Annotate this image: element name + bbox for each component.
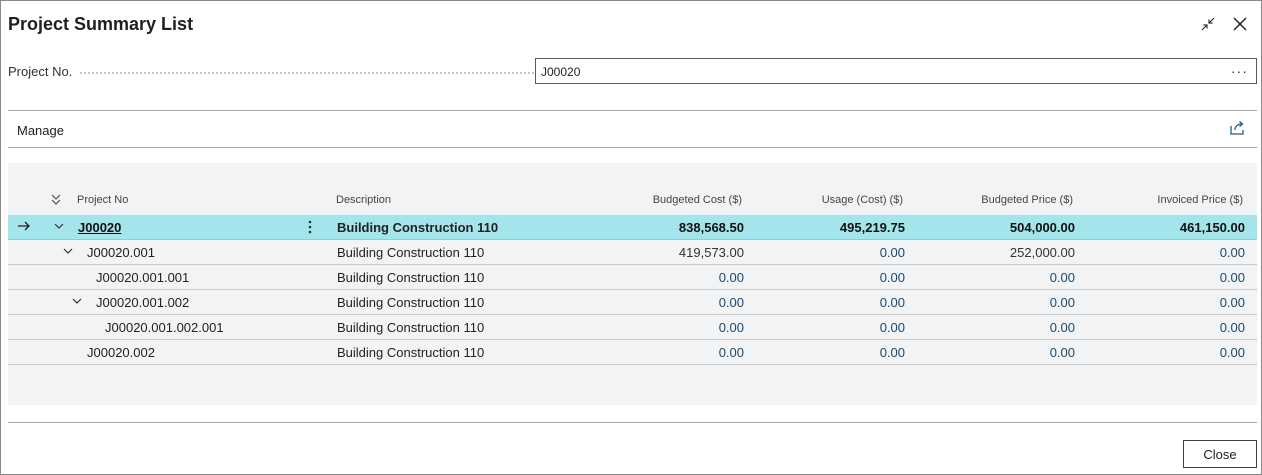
table-row[interactable]: J00020.002 Building Construction 110 0.0…	[8, 340, 1257, 365]
header-usage-cost[interactable]: Usage (Cost) ($)	[821, 194, 903, 206]
header-project-no[interactable]: Project No	[77, 194, 129, 206]
header-invoiced-price[interactable]: Invoiced Price ($)	[1157, 194, 1243, 206]
budgeted-cost-cell[interactable]: 0.00	[718, 320, 744, 335]
more-vertical-icon[interactable]	[307, 219, 313, 238]
usage-cost-cell[interactable]: 495,219.75	[839, 220, 905, 235]
header-description[interactable]: Description	[336, 194, 392, 206]
usage-cost-cell[interactable]: 0.00	[879, 245, 905, 260]
project-no-cell[interactable]: J00020.001	[87, 245, 155, 260]
project-no-cell[interactable]: J00020.001.001	[96, 270, 190, 285]
description-cell: Building Construction 110	[337, 245, 485, 260]
page-title: Project Summary List	[8, 14, 194, 34]
description-cell: Building Construction 110	[337, 345, 485, 360]
usage-cost-cell[interactable]: 0.00	[879, 320, 905, 335]
header-budgeted-price[interactable]: Budgeted Price ($)	[981, 194, 1073, 206]
project-no-cell[interactable]: J00020	[78, 220, 122, 235]
grid-header: Project No Description Budgeted Cost ($)…	[8, 189, 1257, 211]
close-button[interactable]: Close	[1183, 440, 1257, 468]
table-row[interactable]: J00020.001.002.001 Building Construction…	[8, 315, 1257, 340]
share-icon[interactable]	[1229, 120, 1247, 141]
project-summary-grid: Project No Description Budgeted Cost ($)…	[8, 163, 1257, 405]
description-cell: Building Construction 110	[337, 220, 499, 235]
table-row[interactable]: J00020.001.002 Building Construction 110…	[8, 290, 1257, 315]
invoiced-price-cell[interactable]: 0.00	[1219, 345, 1245, 360]
collapse-all-icon[interactable]	[50, 192, 62, 209]
budgeted-price-cell[interactable]: 504,000.00	[1009, 220, 1075, 235]
grid-rows: J00020 Building Construction 110 838,568…	[8, 215, 1257, 365]
manage-menu[interactable]: Manage	[17, 123, 64, 138]
usage-cost-cell[interactable]: 0.00	[879, 270, 905, 285]
invoiced-price-cell[interactable]: 0.00	[1219, 320, 1245, 335]
more-options-icon[interactable]: ···	[1231, 63, 1248, 79]
collapse-icon[interactable]	[1197, 13, 1219, 35]
chevron-down-icon[interactable]	[71, 295, 83, 310]
budgeted-cost-cell[interactable]: 0.00	[718, 270, 744, 285]
budgeted-cost-cell[interactable]: 419,573.00	[678, 245, 744, 260]
divider-bottom	[8, 422, 1257, 423]
budgeted-cost-cell[interactable]: 0.00	[718, 345, 744, 360]
table-row[interactable]: J00020.001 Building Construction 110 419…	[8, 240, 1257, 265]
usage-cost-cell[interactable]: 0.00	[879, 345, 905, 360]
field-leader-dots	[80, 72, 534, 74]
description-cell: Building Construction 110	[337, 295, 485, 310]
divider-actionbar	[8, 147, 1257, 148]
project-no-field-row: Project No. J00020 ···	[8, 58, 1257, 84]
invoiced-price-cell[interactable]: 461,150.00	[1179, 220, 1245, 235]
project-no-label: Project No.	[8, 64, 73, 79]
budgeted-price-cell[interactable]: 0.00	[1049, 320, 1075, 335]
chevron-down-icon[interactable]	[53, 220, 65, 235]
budgeted-price-cell[interactable]: 0.00	[1049, 270, 1075, 285]
table-row[interactable]: J00020 Building Construction 110 838,568…	[8, 215, 1257, 240]
window-controls	[1197, 13, 1251, 35]
budgeted-cost-cell[interactable]: 0.00	[718, 295, 744, 310]
divider-top	[8, 110, 1257, 111]
close-icon[interactable]	[1229, 13, 1251, 35]
project-no-cell[interactable]: J00020.001.002	[96, 295, 190, 310]
usage-cost-cell[interactable]: 0.00	[879, 295, 905, 310]
invoiced-price-cell[interactable]: 0.00	[1219, 295, 1245, 310]
description-cell: Building Construction 110	[337, 270, 485, 285]
budgeted-price-cell[interactable]: 0.00	[1049, 345, 1075, 360]
arrow-right-icon	[17, 219, 31, 236]
budgeted-cost-cell[interactable]: 838,568.50	[678, 220, 744, 235]
table-row[interactable]: J00020.001.001 Building Construction 110…	[8, 265, 1257, 290]
project-no-value: J00020	[541, 65, 581, 79]
description-cell: Building Construction 110	[337, 320, 485, 335]
project-no-cell[interactable]: J00020.001.002.001	[105, 320, 224, 335]
budgeted-price-cell[interactable]: 252,000.00	[1009, 245, 1075, 260]
project-no-input[interactable]: J00020 ···	[535, 58, 1257, 84]
project-no-cell[interactable]: J00020.002	[87, 345, 155, 360]
chevron-down-icon[interactable]	[62, 245, 74, 260]
invoiced-price-cell[interactable]: 0.00	[1219, 245, 1245, 260]
invoiced-price-cell[interactable]: 0.00	[1219, 270, 1245, 285]
header-budgeted-cost[interactable]: Budgeted Cost ($)	[652, 194, 742, 206]
budgeted-price-cell[interactable]: 0.00	[1049, 295, 1075, 310]
